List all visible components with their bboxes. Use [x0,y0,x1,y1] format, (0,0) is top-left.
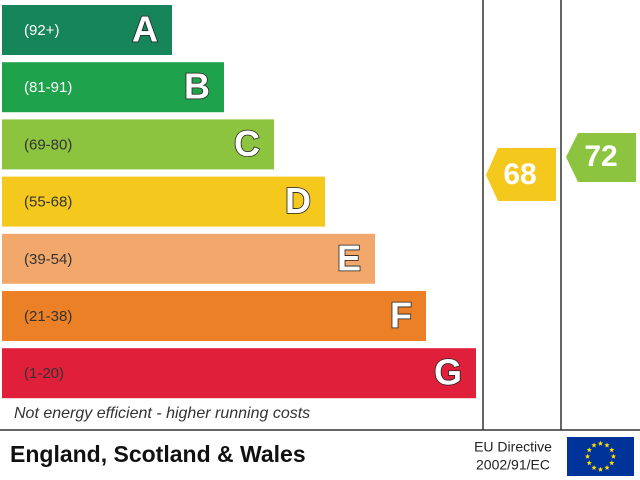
rating-band [2,176,325,227]
rating-letter: E [337,237,361,278]
eu-star [597,466,604,472]
rating-range: (69-80) [24,136,72,153]
eu-star [610,453,617,459]
footer-note: Not energy efficient - higher running co… [14,405,310,422]
rating-band [2,62,224,113]
eu-star [597,440,604,446]
eu-star [591,464,597,471]
rating-letter: C [234,123,260,164]
directive-line1: EU Directive [474,439,552,455]
eu-star [609,460,615,466]
current-arrow [486,148,556,201]
rating-range: (81-91) [24,79,72,96]
rating-band [2,291,426,341]
rating-letter: G [434,352,462,393]
rating-letter: D [285,180,311,221]
eu-star [591,442,597,448]
rating-bands: (92+) A (81-91) B (69-80) C (55-68) D (39-54) E (2… [2,5,476,399]
eu-star [584,453,591,459]
eu-star [586,447,592,453]
eu-star [586,460,592,466]
rating-band [2,5,172,55]
current-score: 68 [503,158,536,191]
rating-range: (92+) [24,22,59,39]
eu-star [604,464,610,471]
eu-stars [584,440,617,472]
rating-range: (1-20) [24,365,64,382]
eu-star [604,442,610,448]
eu-star [609,447,615,453]
rating-band [2,119,274,170]
directive-line2: 2002/91/EC [476,457,550,473]
rating-letter: F [390,295,412,336]
region: England, Scotland & Wales [10,441,306,467]
rating-range: (55-68) [24,194,72,211]
potential-arrow [566,133,636,182]
rating-letter: B [184,66,210,107]
rating-range: (39-54) [24,251,72,268]
potential-score: 72 [584,140,617,173]
rating-range: (21-38) [24,308,72,325]
rating-band [2,348,476,399]
rating-band [2,233,375,284]
rating-letter: A [132,9,158,50]
